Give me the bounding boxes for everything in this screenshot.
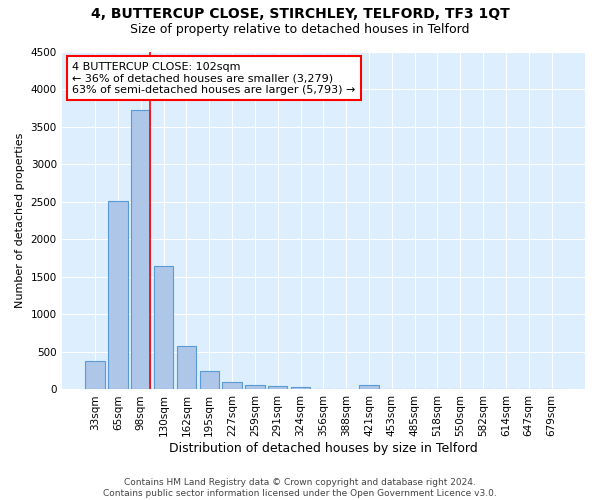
Text: 4, BUTTERCUP CLOSE, STIRCHLEY, TELFORD, TF3 1QT: 4, BUTTERCUP CLOSE, STIRCHLEY, TELFORD, …	[91, 8, 509, 22]
Bar	[154, 266, 173, 390]
Bar	[291, 387, 310, 390]
X-axis label: Distribution of detached houses by size in Telford: Distribution of detached houses by size …	[169, 442, 478, 455]
Bar	[268, 386, 287, 390]
Bar	[200, 372, 219, 390]
Bar	[223, 382, 242, 390]
Bar	[108, 201, 128, 390]
Bar	[245, 385, 265, 390]
Text: 4 BUTTERCUP CLOSE: 102sqm
← 36% of detached houses are smaller (3,279)
63% of se: 4 BUTTERCUP CLOSE: 102sqm ← 36% of detac…	[72, 62, 356, 95]
Text: Contains HM Land Registry data © Crown copyright and database right 2024.
Contai: Contains HM Land Registry data © Crown c…	[103, 478, 497, 498]
Y-axis label: Number of detached properties: Number of detached properties	[15, 133, 25, 308]
Text: Size of property relative to detached houses in Telford: Size of property relative to detached ho…	[130, 22, 470, 36]
Bar	[177, 346, 196, 390]
Bar	[359, 386, 379, 390]
Bar	[85, 361, 105, 390]
Bar	[131, 110, 151, 390]
